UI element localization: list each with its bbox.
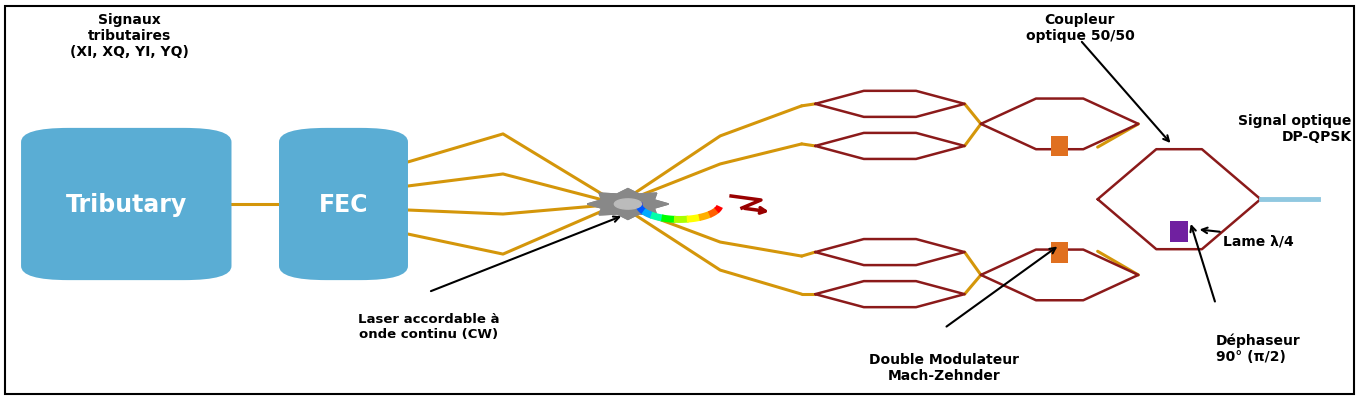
Text: Tributary: Tributary xyxy=(65,192,188,217)
Text: Double Modulateur
Mach-Zehnder: Double Modulateur Mach-Zehnder xyxy=(870,352,1019,383)
Text: Signaux
tributaires
(XI, XQ, YI, YQ): Signaux tributaires (XI, XQ, YI, YQ) xyxy=(71,13,189,59)
FancyBboxPatch shape xyxy=(279,129,408,280)
Bar xyxy=(1051,243,1068,263)
Text: Laser accordable à
onde continu (CW): Laser accordable à onde continu (CW) xyxy=(357,312,499,340)
Text: Déphaseur
90° (π/2): Déphaseur 90° (π/2) xyxy=(1216,332,1301,363)
Polygon shape xyxy=(587,189,669,220)
Text: Coupleur
optique 50/50: Coupleur optique 50/50 xyxy=(1026,13,1135,43)
Bar xyxy=(1051,136,1068,157)
Polygon shape xyxy=(587,189,669,220)
Text: FEC: FEC xyxy=(319,192,368,217)
Bar xyxy=(1170,221,1188,242)
Polygon shape xyxy=(614,199,641,210)
Text: Lame λ/4: Lame λ/4 xyxy=(1223,233,1294,247)
FancyBboxPatch shape xyxy=(20,129,231,280)
Text: Signal optique
DP-QPSK: Signal optique DP-QPSK xyxy=(1238,113,1351,144)
